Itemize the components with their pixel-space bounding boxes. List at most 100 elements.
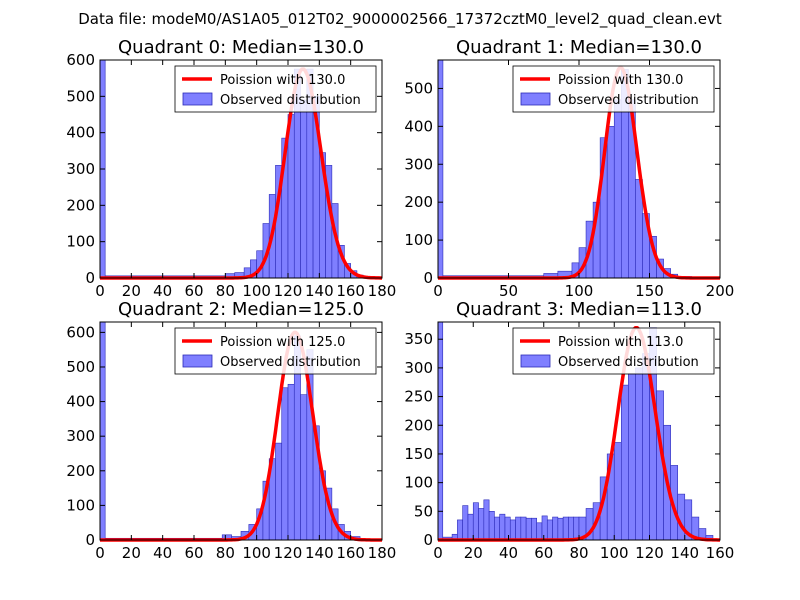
histogram-bar	[642, 353, 650, 541]
y-tick-label: 0	[85, 269, 95, 287]
x-tick-label: 60	[184, 282, 203, 300]
y-tick-label: 300	[404, 359, 433, 377]
x-tick-label: 0	[433, 544, 443, 562]
histogram-bar	[300, 394, 308, 541]
histogram-bar	[552, 516, 559, 541]
histogram-bar	[483, 499, 490, 541]
y-tick-label: 300	[66, 160, 95, 178]
y-tick-label: 0	[423, 531, 433, 549]
y-tick-label: 200	[404, 193, 433, 211]
histogram-bar	[515, 516, 522, 541]
x-tick-label: 20	[122, 282, 141, 300]
x-tick-label: 40	[499, 544, 518, 562]
histogram-bar	[509, 519, 516, 541]
y-tick-label: 500	[66, 358, 95, 376]
histogram-bar	[494, 516, 500, 541]
x-tick-label: 80	[569, 544, 588, 562]
x-tick-label: 40	[153, 544, 172, 562]
x-tick-label: 140	[305, 282, 334, 300]
x-tick-label: 0	[95, 544, 105, 562]
legend-poisson-label: Poission with 130.0	[558, 73, 683, 88]
x-tick-label: 200	[706, 282, 735, 300]
x-tick-label: 100	[242, 544, 271, 562]
quadrant-2-panel: Quadrant 2: Median=125.00 20 40 60 80 100 120 1…	[66, 299, 396, 562]
histogram-bar	[99, 321, 106, 541]
histogram-bar	[620, 384, 629, 541]
y-tick-label: 300	[66, 427, 95, 445]
axes-frame	[99, 321, 383, 541]
x-tick-label: 100	[242, 282, 271, 300]
y-tick-label: 500	[404, 79, 433, 97]
legend-observed-swatch	[182, 92, 213, 106]
quadrant-1-panel: Quadrant 1: Median=130.0 0 50 100 150 200 0 100…	[404, 37, 734, 300]
panel-title: Quadrant 3: Median=113.0	[456, 299, 702, 320]
x-tick-label: 120	[635, 544, 664, 562]
y-tick-label: 200	[66, 196, 95, 214]
y-tick-label: 400	[66, 393, 95, 411]
legend-observed-swatch	[182, 354, 213, 368]
x-tick-label: 160	[706, 544, 735, 562]
x-tick-label: 160	[336, 282, 365, 300]
histogram-bar	[437, 59, 444, 279]
histogram-bar	[275, 442, 283, 541]
histogram-bar	[525, 517, 532, 541]
histogram-bar	[606, 126, 615, 279]
histogram-bar	[478, 508, 485, 541]
panel-title: Quadrant 1: Median=130.0	[456, 37, 702, 58]
y-tick-label: 0	[85, 531, 95, 549]
histogram-bar	[467, 513, 474, 541]
y-tick-label: 600	[66, 323, 95, 341]
x-tick-label: 40	[153, 282, 172, 300]
y-tick-label: 300	[404, 155, 433, 173]
legend-observed-label: Observed distribution	[220, 355, 361, 370]
histogram-bar	[300, 99, 308, 279]
legend-poisson-label: Poission with 130.0	[220, 73, 345, 88]
x-tick-label: 140	[670, 544, 699, 562]
y-tick-label: 400	[404, 117, 433, 135]
legend-poisson-label: Poission with 113.0	[558, 335, 683, 350]
quadrant-0-panel: Quadrant 0: Median=130.00 20 40 60 80 100 120 1…	[66, 37, 396, 300]
x-tick-label: 120	[274, 282, 303, 300]
histogram-bar	[287, 114, 295, 279]
y-tick-label: 200	[404, 416, 433, 434]
x-tick-label: 20	[122, 544, 141, 562]
y-tick-label: 600	[66, 51, 95, 69]
x-tick-label: 180	[368, 282, 397, 300]
x-tick-label: 50	[499, 282, 518, 300]
x-tick-label: 20	[464, 544, 483, 562]
legend-observed-swatch	[520, 92, 551, 106]
x-tick-label: 100	[600, 544, 629, 562]
histogram-bar	[536, 522, 543, 541]
histogram-bar	[520, 516, 527, 541]
histogram-bar	[613, 442, 622, 541]
y-tick-label: 500	[66, 87, 95, 105]
x-tick-label: 60	[534, 544, 553, 562]
histogram-bar	[499, 513, 506, 541]
x-tick-label: 0	[95, 282, 105, 300]
histogram-bar	[573, 516, 580, 541]
histogram-bar	[281, 387, 289, 541]
histogram-bar	[635, 367, 643, 541]
y-tick-label: 350	[404, 330, 433, 348]
histogram-bar	[462, 505, 469, 541]
histogram-bar	[437, 321, 444, 541]
quadrant-3-panel: Quadrant 3: Median=113.0 0 20 40 60 80 100 120 1…	[404, 299, 734, 562]
y-tick-label: 100	[66, 496, 95, 514]
panel-title: Quadrant 2: Median=125.0	[118, 299, 364, 320]
y-tick-label: 200	[66, 462, 95, 480]
x-tick-label: 120	[274, 544, 303, 562]
figure-title: Data file: modeM0/AS1A05_012T02_90000025…	[78, 10, 722, 29]
histogram-bar	[562, 516, 569, 541]
x-tick-label: 150	[635, 282, 664, 300]
histogram-bar	[613, 99, 622, 279]
legend-observed-label: Observed distribution	[220, 93, 361, 108]
x-tick-label: 80	[216, 544, 235, 562]
x-tick-label: 100	[565, 282, 594, 300]
histogram-bar	[472, 502, 479, 541]
y-tick-label: 100	[66, 233, 95, 251]
histogram-bar	[287, 383, 295, 541]
y-tick-label: 50	[414, 502, 433, 520]
y-tick-label: 100	[404, 474, 433, 492]
histogram-bar	[546, 519, 553, 541]
y-tick-label: 150	[404, 445, 433, 463]
